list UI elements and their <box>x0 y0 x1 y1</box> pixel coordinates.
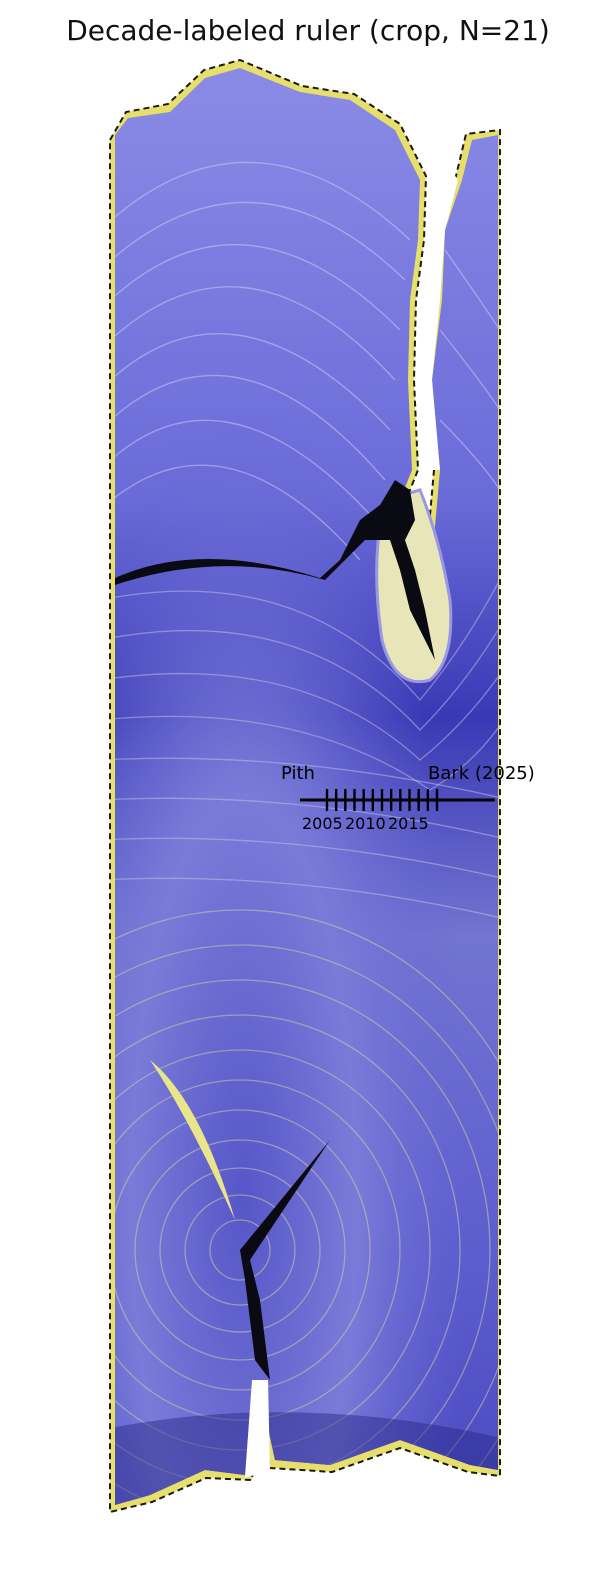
tick-label-2010: 2010 <box>345 814 386 833</box>
crack-upper <box>115 480 435 660</box>
crack-lower <box>240 1140 330 1380</box>
ring-ruler <box>300 789 495 811</box>
tick-label-2015: 2015 <box>388 814 429 833</box>
ruler-end-label: Bark (2025) <box>428 763 535 784</box>
tick-label-2005: 2005 <box>302 814 343 833</box>
page-title: Decade-labeled ruler (crop, N=21) <box>66 14 550 47</box>
ruler-start-label: Pith <box>281 763 315 784</box>
